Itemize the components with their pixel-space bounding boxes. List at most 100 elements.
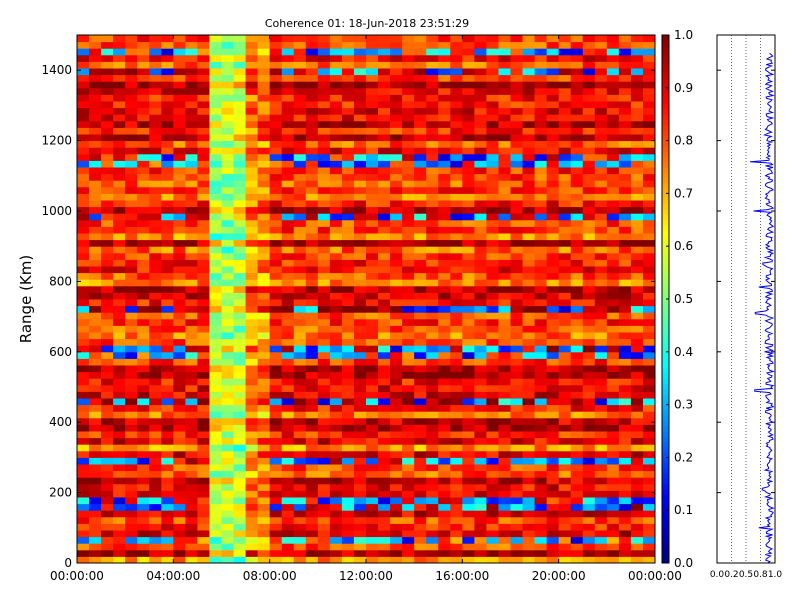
heatmap-cell <box>606 536 620 544</box>
heatmap-cell <box>89 470 102 478</box>
heatmap-cell <box>197 457 210 465</box>
heatmap-cell <box>233 556 247 564</box>
heatmap-cell <box>113 41 126 49</box>
heatmap-cell <box>341 186 355 194</box>
heatmap-cell <box>245 233 259 241</box>
heatmap-cell <box>474 81 487 89</box>
heatmap-cell <box>498 312 511 320</box>
heatmap-cell <box>77 351 90 359</box>
heatmap-cell <box>642 312 656 320</box>
heatmap-cell <box>89 233 102 241</box>
heatmap-cell <box>257 35 271 43</box>
heatmap-cell <box>438 213 451 221</box>
colorbar-swatch <box>662 277 669 284</box>
heatmap-cell <box>245 503 259 511</box>
heatmap-cell <box>450 239 463 247</box>
heatmap-cell <box>329 101 343 109</box>
heatmap-cell <box>366 299 379 307</box>
heatmap-cell <box>450 378 463 386</box>
heatmap-cell <box>606 173 620 181</box>
heatmap-cell <box>113 464 126 472</box>
colorbar-swatch <box>662 167 669 173</box>
heatmap-cell <box>426 365 439 373</box>
heatmap-cell <box>233 398 247 406</box>
heatmap-cell <box>414 543 427 551</box>
heatmap-cell <box>185 437 198 445</box>
heatmap-cell <box>438 226 451 234</box>
heatmap-cell <box>390 54 403 62</box>
heatmap-cell <box>257 213 271 221</box>
heatmap-cell <box>89 206 102 214</box>
heatmap-cell <box>233 173 247 181</box>
heatmap-cell <box>137 299 150 307</box>
heatmap-cell <box>474 305 487 313</box>
heatmap-cell <box>438 134 451 142</box>
heatmap-cell <box>378 252 391 260</box>
heatmap-cell <box>113 94 126 102</box>
heatmap-cell <box>642 536 656 544</box>
heatmap-cell <box>185 226 198 234</box>
heatmap-cell <box>281 279 295 287</box>
heatmap-cell <box>570 543 584 551</box>
heatmap-cell <box>402 510 415 518</box>
heatmap-cell <box>390 365 403 373</box>
heatmap-cell <box>462 134 475 142</box>
heatmap-cell <box>173 411 186 419</box>
heatmap-cell <box>594 384 608 392</box>
heatmap-cell <box>197 114 210 122</box>
heatmap-cell <box>269 503 283 511</box>
heatmap-cell <box>281 404 295 412</box>
heatmap-cell <box>546 160 560 168</box>
heatmap-cell <box>510 490 524 498</box>
heatmap-cell <box>245 444 259 452</box>
heatmap-cell <box>317 107 331 115</box>
heatmap-cell <box>618 351 632 359</box>
heatmap-cell <box>474 173 487 181</box>
heatmap-cell <box>305 120 319 128</box>
heatmap-cell <box>594 200 608 208</box>
heatmap-cell <box>209 470 222 478</box>
heatmap-cell <box>89 431 102 439</box>
heatmap-cell <box>161 417 174 425</box>
heatmap-cell <box>77 497 90 505</box>
heatmap-cell <box>534 285 548 293</box>
heatmap-cell <box>606 219 620 227</box>
heatmap-cell <box>257 411 271 419</box>
heatmap-cell <box>257 299 271 307</box>
heatmap-cell <box>209 114 222 122</box>
heatmap-cell <box>474 246 487 254</box>
heatmap-cell <box>281 497 295 505</box>
heatmap-cell <box>113 332 126 340</box>
heatmap-cell <box>233 193 247 201</box>
heatmap-cell <box>522 259 536 267</box>
heatmap-cell <box>221 536 235 544</box>
heatmap-cell <box>89 127 102 135</box>
heatmap-cell <box>474 345 487 353</box>
heatmap-cell <box>498 351 511 359</box>
heatmap-cell <box>546 233 560 241</box>
heatmap-cell <box>378 325 391 333</box>
heatmap-cell <box>305 483 319 491</box>
heatmap-cell <box>534 424 548 432</box>
heatmap-cell <box>281 299 295 307</box>
heatmap-cell <box>498 530 511 538</box>
heatmap-cell <box>125 226 138 234</box>
heatmap-cell <box>137 61 150 69</box>
heatmap-cell <box>89 180 102 188</box>
heatmap-cell <box>390 325 403 333</box>
heatmap-cell <box>77 87 90 95</box>
heatmap-cell <box>414 464 427 472</box>
heatmap-cell <box>438 147 451 155</box>
heatmap-cell <box>89 272 102 280</box>
heatmap-cell <box>221 272 235 280</box>
heatmap-cell <box>221 424 235 432</box>
heatmap-cell <box>209 351 222 359</box>
heatmap-cell <box>281 48 295 56</box>
heatmap-cell <box>197 147 210 155</box>
heatmap-cell <box>197 345 210 353</box>
heatmap-cell <box>149 503 162 511</box>
heatmap-cell <box>606 74 620 82</box>
heatmap-cell <box>257 140 271 148</box>
heatmap-cell <box>221 299 235 307</box>
heatmap-cell <box>185 160 198 168</box>
